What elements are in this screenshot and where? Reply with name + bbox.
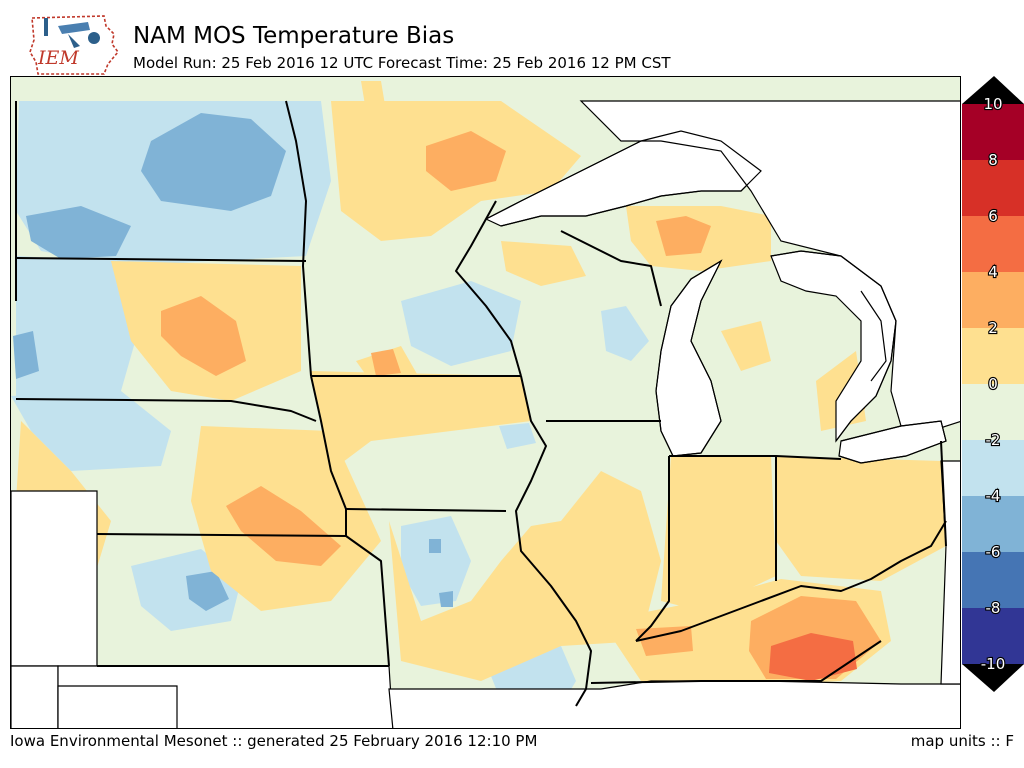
bias-region-north-shore-warm — [361, 81, 386, 111]
bias-region-lower-michigan-warm — [721, 321, 771, 371]
state-boundaries — [15, 100, 947, 707]
color-scale-under-arrow — [962, 664, 1024, 692]
color-scale-bin — [962, 272, 1024, 329]
border-missouri-river — [310, 375, 347, 536]
bias-region-wisconsin-warm — [501, 241, 586, 286]
no-data-arkansas-south — [388, 680, 960, 728]
no-data-texas-panhandle — [57, 685, 178, 728]
color-scale: 10 8 6 4 2 0 -2 -4 -6 -8 -10 — [962, 76, 1024, 692]
bias-region-kansas-hot — [226, 486, 341, 566]
logo-text: IEM — [37, 47, 79, 69]
border-wisconsin-michigan-up — [560, 230, 662, 307]
temperature-bias-map — [11, 77, 960, 728]
color-scale-bin — [962, 608, 1024, 665]
color-scale-tick-label: 8 — [988, 151, 998, 169]
border-nebraska-kansas — [96, 533, 347, 537]
border-sd-nebraska — [15, 398, 317, 422]
bias-region-iowa-cool — [499, 423, 536, 449]
bias-region-missouri-south-cold — [439, 591, 453, 607]
color-scale-tick-label: 4 — [988, 263, 998, 281]
coast-georgian-bay — [860, 290, 887, 382]
color-scale-tick-label: -8 — [986, 599, 1001, 617]
border-dakota-minnesota — [285, 100, 312, 377]
color-scale-tick-label: 0 — [988, 375, 998, 393]
bias-region-illinois-hot — [636, 626, 693, 656]
bias-region-kentucky-very-hot — [769, 633, 857, 681]
border-iowa-south — [345, 508, 507, 512]
bias-region-michigan-hot — [656, 216, 711, 256]
color-scale-tick-label: -10 — [981, 655, 1006, 673]
color-scale-bin — [962, 160, 1024, 217]
bias-region-missouri-cold — [429, 539, 441, 553]
border-ohio-river — [635, 520, 947, 642]
bias-region-minnesota-cool — [401, 281, 521, 366]
bias-region-minnesota-hot — [426, 131, 506, 191]
color-scale-bin — [962, 384, 1024, 441]
no-data-areas — [11, 100, 960, 728]
bias-region-north-dakota-cold — [141, 113, 286, 211]
bias-region-kansas-cold — [186, 571, 229, 611]
bias-region-south-dakota-hot — [161, 296, 246, 376]
border-kentucky-tennessee — [590, 640, 882, 684]
border-nd-sd — [15, 257, 307, 262]
bias-region-western-cool — [16, 256, 141, 401]
map-panel — [10, 76, 961, 729]
bias-cold-regions — [13, 113, 453, 611]
border-mississippi-river — [515, 375, 592, 707]
footer-units: map units :: F — [910, 732, 1014, 750]
bias-region-missouri-south-warm — [389, 471, 661, 681]
coast-lake-michigan — [655, 259, 723, 457]
color-scale-tick-label: -6 — [986, 543, 1001, 561]
bias-region-indiana-warm — [661, 456, 776, 611]
page-subtitle: Model Run: 25 Feb 2016 12 UTC Forecast T… — [133, 54, 671, 72]
color-scale-bin — [962, 552, 1024, 609]
bias-region-western-edge-cold — [13, 331, 39, 379]
page-title: NAM MOS Temperature Bias — [133, 23, 455, 49]
border-illinois-indiana — [635, 456, 670, 642]
bias-region-iowa-hot — [371, 349, 401, 376]
bias-region-ohio-warm — [776, 456, 946, 581]
border-indiana-north — [669, 455, 842, 460]
color-scale-bin — [962, 216, 1024, 273]
footer-credit: Iowa Environmental Mesonet :: generated … — [10, 732, 538, 750]
border-ohio-pa — [940, 440, 947, 547]
color-scale-tick-label: 6 — [988, 207, 998, 225]
bias-region-iowa-warm — [311, 371, 531, 471]
color-scale-bin — [962, 104, 1024, 161]
coast-lake-huron — [770, 250, 897, 442]
color-scale-tick-label: 2 — [988, 319, 998, 337]
coast-lake-superior — [485, 130, 762, 227]
color-scale-tick-label: -4 — [986, 487, 1001, 505]
color-scale-bin — [962, 328, 1024, 385]
color-scale-tick-label: 10 — [983, 95, 1002, 113]
iem-logo: IEM — [28, 12, 120, 76]
border-kansas-missouri — [345, 535, 390, 667]
coastlines — [485, 130, 947, 464]
color-scale-tick-label: -2 — [986, 431, 1001, 449]
color-scale-bin — [962, 496, 1024, 553]
no-data-colorado — [11, 490, 98, 667]
bias-region-missouri-cool — [401, 516, 471, 606]
bias-region-north-dakota-south-cold — [26, 206, 131, 259]
coast-lake-erie — [838, 420, 947, 464]
color-scale-bin — [962, 440, 1024, 497]
no-data-oklahoma-west — [11, 665, 59, 728]
bias-region-wisconsin-cool — [601, 306, 649, 361]
color-scale-over-arrow — [962, 76, 1024, 104]
bias-very-hot-regions — [769, 633, 857, 681]
